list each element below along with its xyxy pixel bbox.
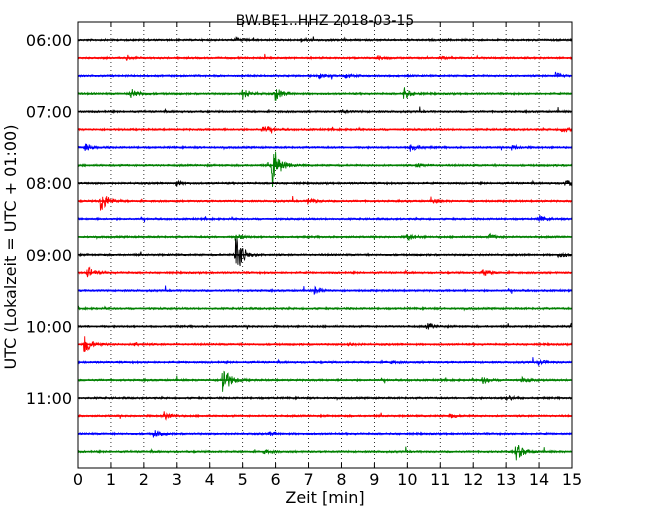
y-tick-label: 06:00: [26, 31, 72, 50]
y-tick-label: 11:00: [26, 389, 72, 408]
y-axis-label: UTC (Lokalzeit = UTC + 01:00): [1, 125, 20, 370]
x-tick-label: 5: [238, 470, 248, 489]
x-tick-label: 0: [73, 470, 83, 489]
x-tick-label: 6: [271, 470, 281, 489]
x-tick-label: 1: [106, 470, 116, 489]
x-tick-label: 3: [172, 470, 182, 489]
x-tick-label: 15: [562, 470, 582, 489]
seismic-trace-1030: [77, 357, 573, 367]
y-tick-label: 07:00: [26, 103, 72, 122]
y-tick-label: 09:00: [26, 246, 72, 265]
plot-frame: [77, 21, 573, 469]
seismic-trace-0900: [78, 238, 573, 267]
y-tick-label: 10:00: [26, 317, 72, 336]
x-tick-label: 9: [369, 470, 379, 489]
x-tick-label: 14: [529, 470, 549, 489]
x-tick-label: 7: [303, 470, 313, 489]
x-tick-label: 11: [430, 470, 450, 489]
x-axis-label: Zeit [min]: [285, 488, 364, 507]
vertical-gridlines: [110, 22, 540, 468]
x-tick-label: 2: [139, 470, 149, 489]
seismic-trace-1145: [77, 445, 573, 461]
x-axis-ticks: 0 1 2 3 4 5 6 7 8 9 10 11 12 13 14 15: [73, 22, 582, 489]
chart-title: BW.BE1..HHZ 2018-03-15: [236, 13, 415, 29]
x-tick-label: 8: [336, 470, 346, 489]
seismic-trace-1045: [77, 370, 573, 392]
x-tick-label: 4: [205, 470, 215, 489]
x-tick-label: 10: [397, 470, 417, 489]
seismic-trace-0615: [77, 53, 573, 61]
x-tick-label: 12: [463, 470, 483, 489]
seismic-traces: [77, 35, 573, 461]
seismic-trace-0815: [77, 196, 572, 211]
y-tick-label: 08:00: [26, 174, 72, 193]
y-axis-ticks: 06:00 07:00 08:00 09:00 10:00 11:00: [26, 31, 572, 408]
x-tick-label: 13: [496, 470, 516, 489]
